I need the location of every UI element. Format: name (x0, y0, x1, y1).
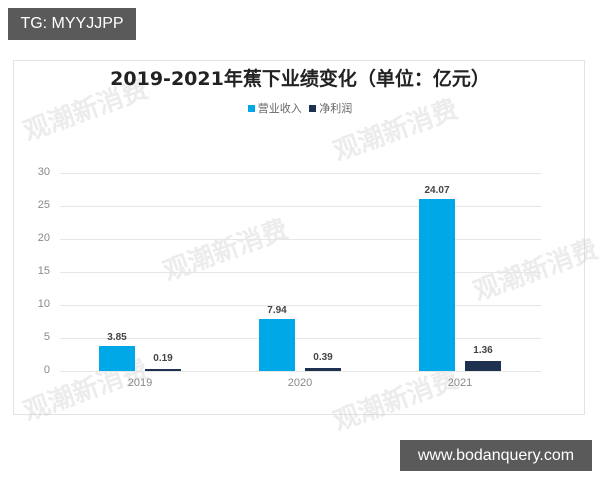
site-url-label: www.bodanquery.com (400, 440, 592, 471)
y-tick: 30 (37, 166, 50, 178)
gridline (60, 272, 541, 273)
chart-legend: 营业收入 净利润 (0, 100, 600, 116)
value-label: 7.94 (267, 305, 287, 316)
bar-revenue-2019 (99, 346, 135, 371)
bar-revenue-2020 (259, 319, 295, 371)
chart-frame (13, 60, 585, 415)
gridline (60, 206, 541, 207)
legend-item-revenue: 营业收入 (247, 100, 302, 116)
x-tick: 2020 (287, 377, 313, 389)
y-tick: 10 (37, 298, 50, 310)
legend-label-net-profit: 净利润 (319, 102, 353, 115)
gridline (60, 305, 541, 306)
value-label: 1.36 (473, 345, 493, 356)
legend-item-net-profit: 净利润 (309, 100, 352, 116)
y-tick: 20 (37, 232, 50, 244)
y-tick: 5 (43, 331, 50, 343)
bar-net-profit-2021 (465, 361, 501, 371)
tg-label: TG: MYYJJPP (8, 8, 136, 40)
gridline (60, 173, 541, 174)
value-label: 0.39 (313, 352, 333, 363)
legend-label-revenue: 营业收入 (257, 102, 302, 115)
gridline (60, 371, 541, 372)
value-label: 24.07 (424, 185, 450, 196)
bar-net-profit-2019 (145, 369, 181, 371)
legend-swatch-net-profit (309, 104, 317, 112)
y-tick: 25 (37, 199, 50, 211)
legend-swatch-revenue (247, 104, 255, 112)
value-label: 0.19 (153, 353, 173, 364)
y-tick: 0 (43, 364, 50, 376)
bar-revenue-2021 (419, 199, 455, 371)
value-label: 3.85 (107, 332, 127, 343)
bar-net-profit-2020 (305, 368, 341, 371)
x-tick: 2019 (127, 377, 153, 389)
gridline (60, 338, 541, 339)
x-tick: 2021 (447, 377, 473, 389)
y-tick: 15 (37, 265, 50, 277)
gridline (60, 239, 541, 240)
chart-title: 2019-2021年蕉下业绩变化（单位：亿元） (110, 68, 490, 90)
